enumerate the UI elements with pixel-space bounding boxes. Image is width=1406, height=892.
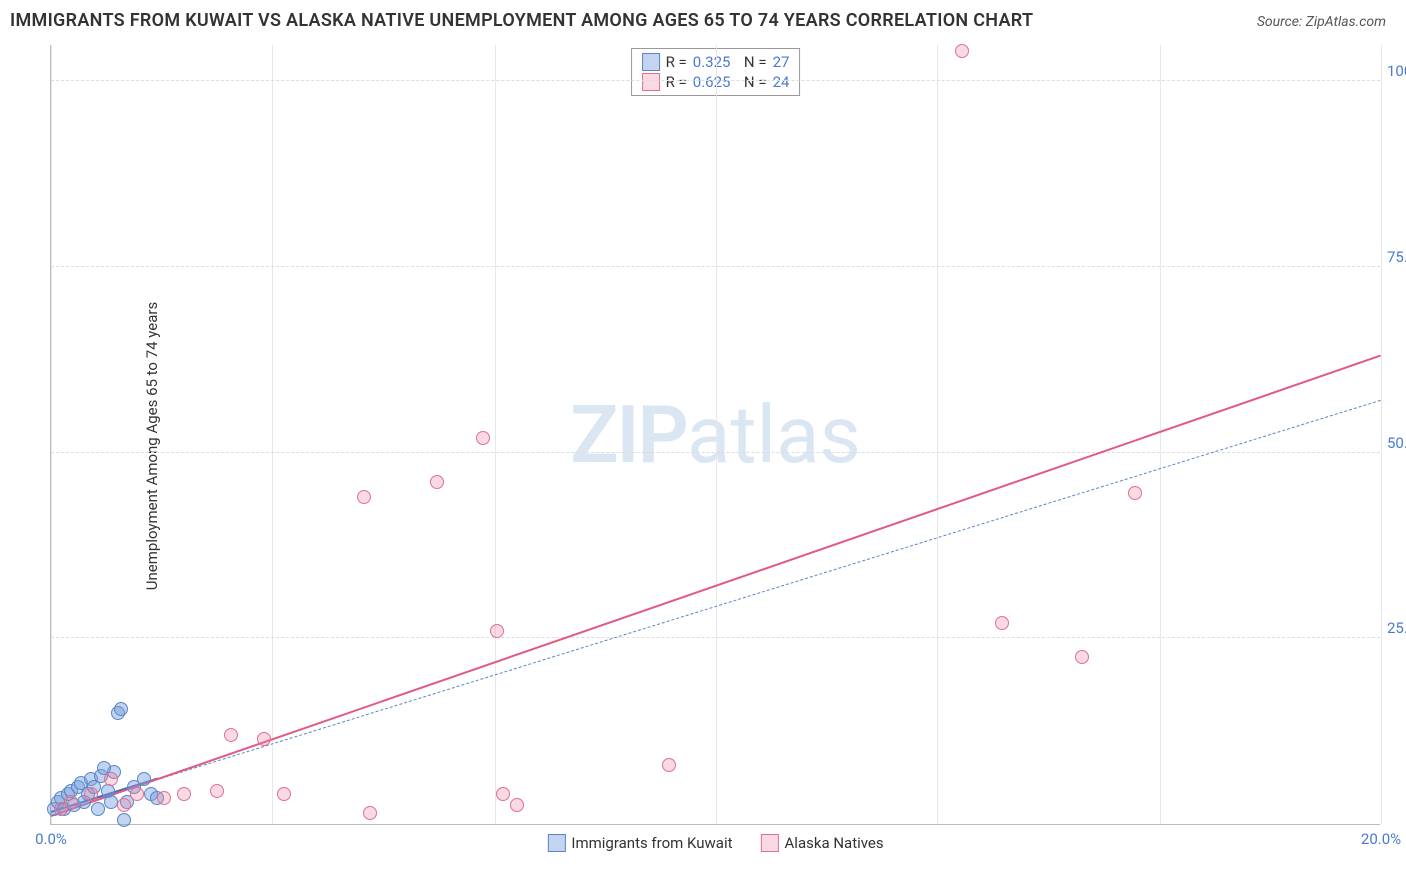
swatch-pink xyxy=(761,834,779,852)
data-point-pink xyxy=(104,772,118,786)
data-point-pink xyxy=(257,732,271,746)
legend-item-blue: Immigrants from Kuwait xyxy=(547,834,732,852)
data-point-blue xyxy=(91,802,105,816)
swatch-blue xyxy=(547,834,565,852)
grid-v xyxy=(937,45,938,824)
data-point-pink xyxy=(955,44,969,58)
grid-h xyxy=(51,266,1380,267)
swatch-pink xyxy=(642,73,660,91)
data-point-blue xyxy=(104,795,118,809)
grid-v xyxy=(1160,45,1161,824)
data-point-pink xyxy=(210,784,224,798)
grid-v xyxy=(272,45,273,824)
grid-h xyxy=(51,452,1380,453)
x-tick-label: 0.0% xyxy=(35,830,67,848)
data-point-pink xyxy=(177,787,191,801)
y-tick-label: 75.0% xyxy=(1387,248,1406,266)
data-point-pink xyxy=(54,802,68,816)
grid-v xyxy=(495,45,496,824)
grid-h xyxy=(51,80,1380,81)
grid-v xyxy=(716,45,717,824)
data-point-pink xyxy=(995,616,1009,630)
data-point-pink xyxy=(130,787,144,801)
data-point-pink xyxy=(496,787,510,801)
legend-label: Alaska Natives xyxy=(785,834,884,852)
grid-h xyxy=(51,637,1380,638)
swatch-blue xyxy=(642,53,660,71)
data-point-pink xyxy=(117,798,131,812)
data-point-pink xyxy=(1128,486,1142,500)
x-tick-label: 20.0% xyxy=(1361,830,1401,848)
data-point-pink xyxy=(84,787,98,801)
grid-v xyxy=(51,45,52,824)
data-point-blue xyxy=(117,813,131,827)
chart-plot-area: ZIPatlas R =0.325 N =27 R =0.625 N =24 I… xyxy=(50,45,1380,825)
data-point-pink xyxy=(430,475,444,489)
source-label: Source: ZipAtlas.com xyxy=(1257,14,1386,30)
y-tick-label: 25.0% xyxy=(1387,619,1406,637)
legend-item-pink: Alaska Natives xyxy=(761,834,884,852)
data-point-pink xyxy=(510,798,524,812)
y-tick-label: 100.0% xyxy=(1387,62,1406,80)
legend-label: Immigrants from Kuwait xyxy=(571,834,732,852)
legend-bottom: Immigrants from Kuwait Alaska Natives xyxy=(547,834,883,852)
y-tick-label: 50.0% xyxy=(1387,434,1406,452)
data-point-pink xyxy=(476,431,490,445)
data-point-pink xyxy=(277,787,291,801)
data-point-pink xyxy=(662,758,676,772)
data-point-pink xyxy=(224,728,238,742)
data-point-blue xyxy=(137,772,151,786)
data-point-pink xyxy=(357,490,371,504)
data-point-blue xyxy=(114,702,128,716)
data-point-pink xyxy=(490,624,504,638)
grid-v xyxy=(1381,45,1382,824)
data-point-pink xyxy=(1075,650,1089,664)
data-point-pink xyxy=(363,806,377,820)
chart-title: IMMIGRANTS FROM KUWAIT VS ALASKA NATIVE … xyxy=(10,10,1033,31)
data-point-pink xyxy=(157,791,171,805)
